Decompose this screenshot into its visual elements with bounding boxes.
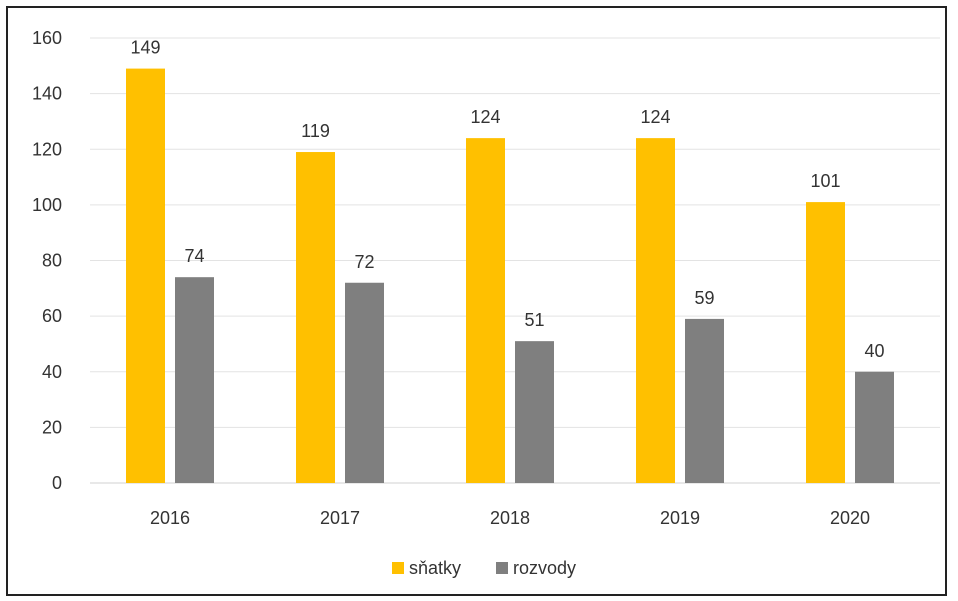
x-axis-ticks: 2016 2017 2018 2019 2020 bbox=[150, 508, 870, 528]
y-tick-label: 60 bbox=[42, 306, 62, 326]
y-tick-label: 160 bbox=[32, 28, 62, 48]
data-labels: 149 74 119 72 124 51 124 59 101 40 bbox=[130, 38, 884, 361]
data-label: 72 bbox=[354, 252, 374, 272]
legend-label-rozvody: rozvody bbox=[513, 558, 576, 578]
y-tick-label: 20 bbox=[42, 417, 62, 437]
bars bbox=[126, 68, 894, 483]
bar-rozvody-2019 bbox=[685, 318, 724, 483]
y-tick-label: 100 bbox=[32, 195, 62, 215]
x-tick-label: 2016 bbox=[150, 508, 190, 528]
bar-snatky-2020 bbox=[806, 202, 845, 483]
legend-swatch-rozvody bbox=[496, 562, 508, 574]
bar-snatky-2019 bbox=[636, 138, 675, 483]
bar-snatky-2016 bbox=[126, 68, 165, 483]
bar-snatky-2017 bbox=[296, 152, 335, 483]
y-tick-label: 120 bbox=[32, 139, 62, 159]
x-tick-label: 2018 bbox=[490, 508, 530, 528]
data-label: 124 bbox=[640, 107, 670, 127]
x-tick-label: 2019 bbox=[660, 508, 700, 528]
data-label: 124 bbox=[470, 107, 500, 127]
y-tick-label: 80 bbox=[42, 251, 62, 271]
data-label: 40 bbox=[864, 341, 884, 361]
legend-label-snatky: sňatky bbox=[409, 558, 461, 578]
data-label: 74 bbox=[184, 246, 204, 266]
data-label: 149 bbox=[130, 38, 160, 58]
bar-snatky-2018 bbox=[466, 138, 505, 483]
y-axis-ticks: 0 20 40 60 80 100 120 140 160 bbox=[32, 28, 62, 493]
bar-rozvody-2020 bbox=[855, 371, 894, 483]
data-label: 101 bbox=[810, 171, 840, 191]
y-tick-label: 140 bbox=[32, 84, 62, 104]
gridlines bbox=[90, 37, 940, 428]
legend: sňatky rozvody bbox=[392, 558, 576, 578]
bar-rozvody-2017 bbox=[345, 282, 384, 483]
bar-rozvody-2016 bbox=[175, 277, 214, 483]
x-tick-label: 2020 bbox=[830, 508, 870, 528]
y-tick-label: 0 bbox=[52, 473, 62, 493]
y-tick-label: 40 bbox=[42, 362, 62, 382]
x-tick-label: 2017 bbox=[320, 508, 360, 528]
data-label: 59 bbox=[694, 288, 714, 308]
data-label: 51 bbox=[524, 310, 544, 330]
data-label: 119 bbox=[301, 121, 330, 141]
legend-swatch-snatky bbox=[392, 562, 404, 574]
bar-rozvody-2018 bbox=[515, 341, 554, 483]
